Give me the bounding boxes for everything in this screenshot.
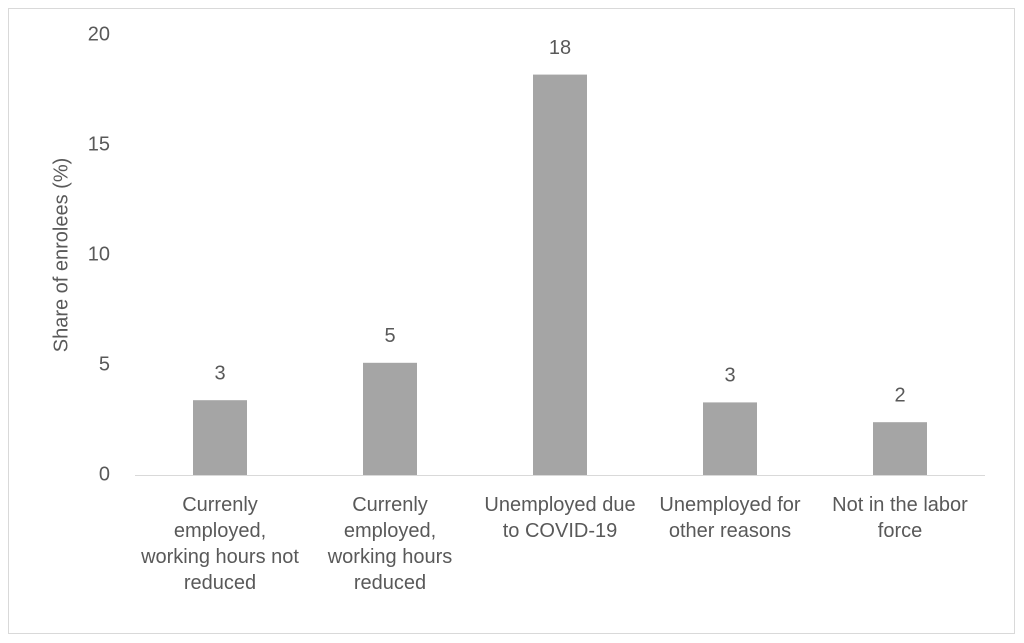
bar [363, 362, 417, 475]
value-label: 3 [724, 365, 735, 387]
x-tick-label: Currenly employed, working hours reduced [327, 494, 453, 594]
bar [193, 400, 247, 475]
bar [703, 402, 757, 475]
x-tick-label: Currenly employed, working hours not red… [141, 494, 299, 594]
y-axis-title: Share of enrolees (%) [50, 158, 72, 353]
x-tick-label: Not in the labor force [832, 494, 968, 542]
bar [533, 74, 587, 475]
x-tick-label: Unemployed due to COVID-19 [484, 494, 636, 542]
value-label: 18 [549, 37, 571, 59]
value-label: 2 [894, 384, 905, 406]
x-tick-label: Unemployed for other reasons [659, 494, 801, 542]
y-tick-label: 20 [88, 23, 110, 45]
value-label: 3 [214, 362, 225, 384]
y-tick-label: 0 [99, 463, 110, 485]
y-tick-label: 5 [99, 353, 110, 375]
y-tick-label: 15 [88, 133, 110, 155]
value-label: 5 [384, 325, 395, 347]
bar [873, 422, 927, 475]
chart-frame [8, 8, 1015, 634]
y-tick-label: 10 [88, 243, 110, 265]
